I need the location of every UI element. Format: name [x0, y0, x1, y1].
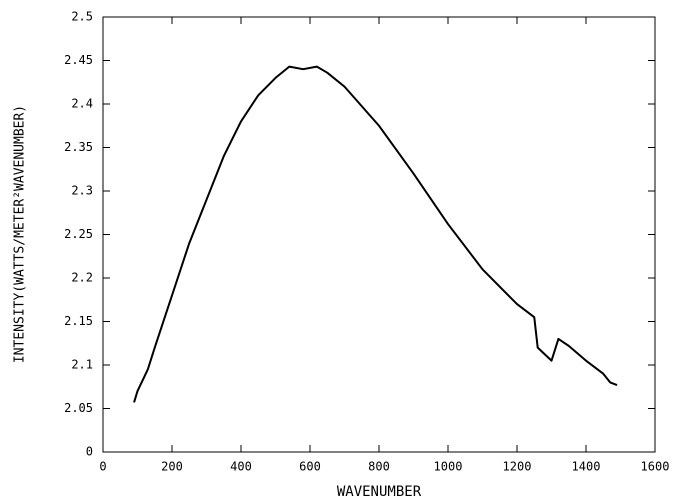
x-tick-label: 1000 — [434, 460, 463, 474]
x-tick-label: 200 — [161, 460, 183, 474]
y-tick-label: 2.25 — [64, 227, 93, 241]
y-axis-label: INTENSITY(WATTS/METER²WAVENUMBER) — [13, 105, 28, 363]
y-tick-label: 0 — [86, 445, 93, 459]
y-tick-label: 2.1 — [71, 358, 93, 372]
plot-frame — [102, 16, 656, 453]
y-tick-label: 2.15 — [64, 314, 93, 328]
x-tick-label: 800 — [368, 460, 390, 474]
y-tick-label: 2.45 — [64, 53, 93, 67]
x-tick-label: 0 — [99, 460, 106, 474]
y-tick-label: 2.4 — [71, 97, 93, 111]
x-axis-label: WAVENUMBER — [337, 484, 422, 500]
x-tick-label: 1600 — [641, 460, 670, 474]
x-tick-label: 600 — [299, 460, 321, 474]
y-tick-label: 2.35 — [64, 140, 93, 154]
x-tick-label: 1400 — [572, 460, 601, 474]
x-tick-label: 400 — [230, 460, 252, 474]
x-tick-label: 1200 — [503, 460, 532, 474]
y-tick-label: 2.2 — [71, 271, 93, 285]
y-tick-label: 2.5 — [71, 10, 93, 24]
y-tick-label: 2.3 — [71, 184, 93, 198]
y-tick-label: 2.05 — [64, 401, 93, 415]
data-line — [133, 65, 618, 403]
